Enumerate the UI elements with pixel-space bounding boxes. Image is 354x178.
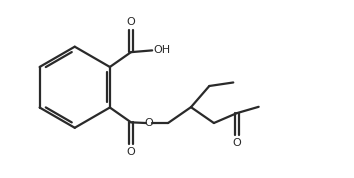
Text: O: O bbox=[233, 138, 241, 148]
Text: OH: OH bbox=[154, 45, 171, 55]
Text: O: O bbox=[144, 118, 153, 128]
Text: O: O bbox=[127, 17, 135, 27]
Text: O: O bbox=[127, 147, 135, 157]
